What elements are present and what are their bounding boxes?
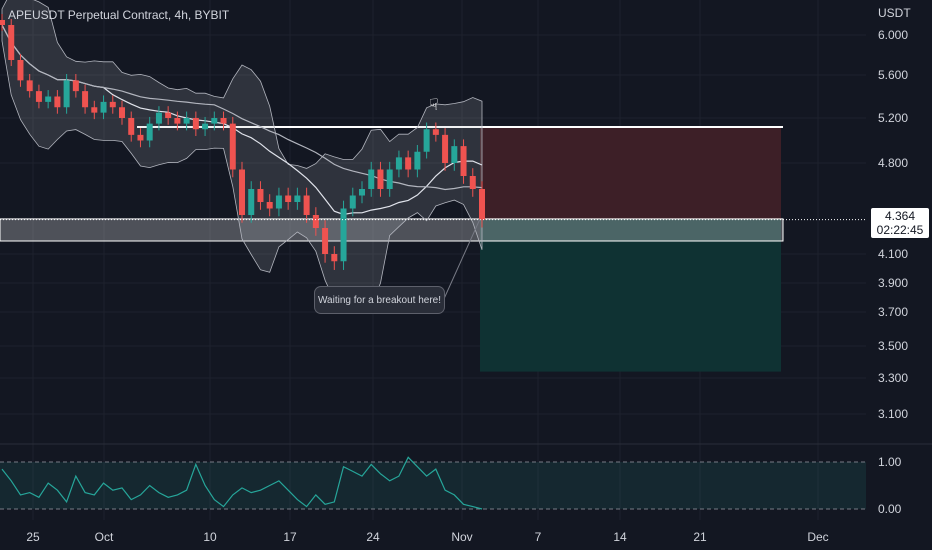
y-tick-label: 3.500 — [878, 339, 908, 353]
candle-body — [386, 169, 393, 189]
candle-body — [202, 123, 209, 130]
x-tick-label: 21 — [693, 530, 707, 544]
oscillator-line — [1, 456, 483, 510]
last-price: 4.364 — [884, 209, 916, 223]
y-tick-label: 6.000 — [878, 28, 908, 42]
callout-pointer — [442, 218, 481, 302]
candle-body — [220, 118, 227, 124]
x-tick-label: 10 — [203, 530, 217, 544]
candle-body — [423, 129, 430, 152]
y-tick-label: 3.100 — [878, 407, 908, 421]
candle-body — [368, 169, 375, 189]
oscillator-band — [0, 462, 866, 509]
candle-body — [146, 123, 153, 141]
x-tick-label: Dec — [807, 530, 828, 544]
candle-body — [359, 189, 365, 196]
candle-body — [91, 107, 98, 113]
candle-body — [303, 195, 310, 215]
x-tick-label: 7 — [535, 530, 542, 544]
candle-body — [45, 96, 52, 102]
candle-body — [8, 25, 15, 60]
candle-body — [414, 151, 421, 170]
candle-body — [174, 118, 181, 124]
candle-body — [211, 118, 218, 124]
candle-body — [82, 91, 89, 108]
candle-body — [405, 157, 412, 170]
candle-body — [479, 189, 485, 220]
candle-body — [35, 91, 42, 102]
last-price-label: 4.364 02:22:45 — [871, 208, 929, 238]
candle-body — [322, 228, 329, 254]
bollinger-band — [1, 0, 483, 307]
thumbs-down-icon: ☟ — [429, 95, 439, 114]
candle-body — [451, 146, 458, 163]
candle-body — [128, 118, 135, 135]
y-tick-label: 4.100 — [878, 247, 908, 261]
y-tick-label: 3.300 — [878, 371, 908, 385]
candle-body — [257, 189, 264, 202]
candle-body — [54, 96, 61, 108]
x-tick-label: 14 — [613, 530, 627, 544]
y-tick-label: 5.600 — [878, 68, 908, 82]
x-tick-label: Oct — [95, 530, 114, 544]
y-tick-label: 5.200 — [878, 111, 908, 125]
candle-body — [460, 146, 467, 176]
candle-body — [285, 195, 292, 202]
candle-body — [137, 134, 144, 141]
candle-body — [294, 195, 301, 202]
x-tick-label: 17 — [283, 530, 297, 544]
x-tick-label: 24 — [366, 530, 380, 544]
candle-body — [17, 60, 24, 81]
candle-body — [109, 101, 116, 108]
candle-body — [119, 107, 125, 118]
candle-body — [183, 118, 190, 124]
candle-body — [155, 112, 162, 124]
candle-body — [192, 118, 199, 130]
x-tick-label: 25 — [26, 530, 40, 544]
candle-body — [275, 195, 282, 209]
y-tick-label: 3.900 — [878, 276, 908, 290]
support-zone — [0, 218, 784, 242]
candle-body — [248, 189, 255, 215]
candle-body — [349, 195, 356, 209]
candle-body — [63, 80, 70, 108]
candle-body — [469, 176, 476, 189]
candle-body — [395, 157, 402, 170]
candle-body — [229, 123, 236, 170]
candle-body — [312, 215, 319, 228]
candle-body — [165, 112, 172, 118]
take-profit-zone — [480, 218, 781, 372]
candle-body — [340, 208, 347, 262]
candle-body — [26, 80, 33, 92]
candle-body — [331, 254, 338, 262]
oscillator-tick-label: 1.00 — [878, 455, 902, 469]
candle-body — [432, 129, 439, 135]
candle-body — [239, 169, 245, 215]
symbol-title: APEUSDT Perpetual Contract, 4h, BYBIT — [8, 8, 230, 22]
bar-countdown: 02:22:45 — [876, 223, 924, 237]
candle-body — [72, 80, 79, 92]
candle-body — [100, 101, 107, 113]
y-tick-label: 3.700 — [878, 305, 908, 319]
moving-average-slow — [1, 24, 483, 191]
oscillator-tick-label: 0.00 — [878, 502, 902, 516]
stop-loss-zone — [480, 127, 781, 219]
annotation-callout[interactable]: Waiting for a breakout here! — [314, 286, 445, 314]
candle-body — [442, 134, 449, 163]
y-tick-label: 4.800 — [878, 156, 908, 170]
candle-body — [0, 20, 5, 25]
currency-label: USDT — [878, 6, 911, 20]
x-tick-label: Nov — [451, 530, 472, 544]
candle-body — [377, 169, 384, 189]
candle-body — [266, 202, 273, 209]
